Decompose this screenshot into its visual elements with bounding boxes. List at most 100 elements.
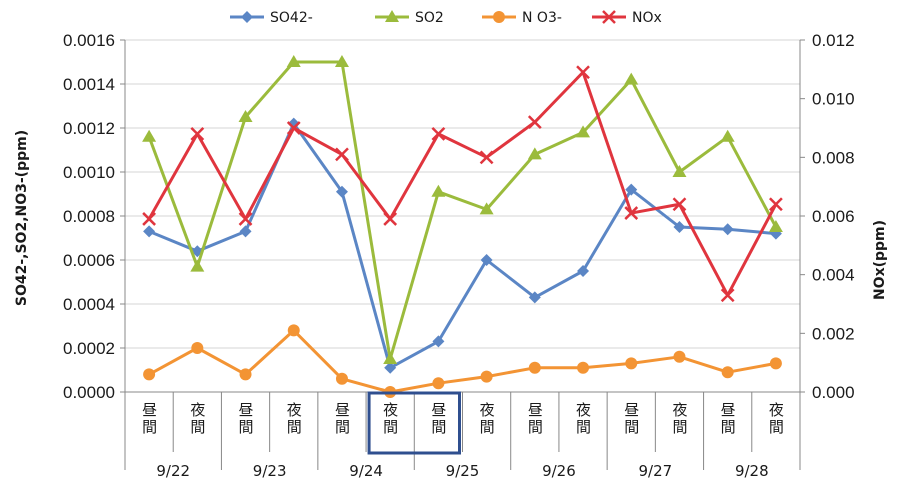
data-point: [191, 245, 204, 258]
left-tick-label: 0.0010: [63, 163, 115, 182]
x-axis-categories: 昼間 夜間 昼間 夜間 昼間 夜間 昼間 夜間 昼間 夜間 昼間 夜間 昼間 夜間: [140, 402, 785, 436]
data-point: [287, 117, 300, 130]
category-label: 夜間: [381, 402, 399, 436]
series-line: [147, 60, 778, 361]
data-point: [528, 291, 541, 304]
data-point: [190, 259, 205, 272]
series-line: [148, 328, 777, 394]
data-point: [384, 361, 397, 374]
data-point: [190, 126, 205, 141]
data-point-stroke: [479, 150, 494, 165]
category-label: 昼間: [140, 402, 158, 436]
data-point: [238, 212, 253, 226]
data-point: [432, 335, 445, 348]
data-point: [577, 361, 590, 374]
right-tick-label: 0.012: [812, 31, 855, 50]
data-point: [479, 150, 494, 165]
data-point: [334, 55, 349, 67]
category-label: 夜間: [670, 402, 688, 436]
category-label: 夜間: [188, 402, 206, 436]
data-point: [528, 361, 541, 374]
data-point: [335, 185, 348, 198]
data-point: [673, 350, 686, 363]
data-point: [385, 10, 399, 22]
data-point: [335, 372, 348, 385]
left-tick-label: 0.0006: [63, 251, 115, 270]
data-point: [769, 357, 782, 370]
day-label: 9/28: [735, 462, 769, 480]
x-axis-days: 9/22 9/23 9/24 9/25 9/26 9/27 9/28: [156, 462, 768, 480]
left-tick-label: 0.0012: [63, 119, 115, 138]
data-point: [527, 147, 542, 160]
data-point: [286, 121, 301, 135]
series-no3-: [143, 324, 782, 398]
data-point: [287, 324, 300, 337]
day-label: 9/26: [542, 462, 576, 480]
data-point: [625, 357, 638, 370]
data-point: [479, 202, 494, 215]
day-label: 9/23: [253, 462, 287, 480]
right-axis-ticks: 0.000 0.002 0.004 0.006 0.008 0.010 0.012: [812, 31, 855, 402]
data-point: [672, 165, 687, 177]
data-point: [624, 206, 639, 220]
data-point: [624, 72, 639, 85]
gridlines: [125, 39, 800, 349]
data-point: [673, 221, 686, 233]
data-point: [143, 368, 156, 381]
data-point-stroke: [576, 65, 590, 80]
series-so42-: [143, 117, 782, 374]
day-label: 9/25: [446, 462, 480, 480]
data-point-stroke: [527, 115, 542, 130]
data-point: [672, 197, 687, 212]
data-point: [720, 129, 735, 142]
data-point: [720, 288, 735, 303]
data-point: [286, 55, 301, 67]
data-point-stroke: [769, 197, 783, 212]
legend-label: SO2: [415, 10, 444, 26]
data-point: [576, 65, 590, 80]
day-label: 9/24: [349, 462, 383, 480]
data-point: [238, 110, 253, 122]
data-point: [769, 197, 783, 212]
data-point: [142, 212, 156, 226]
category-label: 昼間: [237, 402, 255, 436]
day-label: 9/22: [156, 462, 190, 480]
data-point: [480, 370, 493, 383]
data-point-stroke: [190, 126, 205, 141]
left-tick-label: 0.0004: [63, 295, 115, 314]
data-point-stroke: [142, 212, 156, 226]
left-axis-title: SO42-,SO2,NO3-(ppm): [14, 130, 30, 306]
data-point: [721, 223, 734, 236]
data-point-stroke: [335, 147, 349, 162]
data-point: [480, 254, 493, 266]
data-point-stroke: [383, 212, 398, 226]
data-point: [239, 225, 252, 238]
category-label: 夜間: [285, 402, 303, 436]
day-label: 9/27: [639, 462, 673, 480]
left-axis-ticks: 0.0000 0.0002 0.0004 0.0006 0.0008 0.0010 0.00…: [63, 31, 115, 402]
data-point: [431, 184, 446, 197]
category-label: 昼間: [429, 402, 447, 436]
right-tick-label: 0.000: [812, 383, 855, 402]
data-point: [191, 342, 204, 354]
data-point-stroke: [238, 212, 253, 226]
legend-item: N O3-: [482, 10, 562, 26]
left-tick-label: 0.0000: [63, 383, 115, 402]
data-point: [625, 183, 638, 196]
left-tick-label: 0.0014: [63, 75, 115, 94]
data-point: [431, 126, 446, 141]
data-point-stroke: [720, 288, 735, 303]
category-label: 昼間: [333, 402, 351, 436]
legend-label: N O3-: [522, 10, 562, 26]
data-point: [383, 212, 398, 226]
right-tick-label: 0.002: [812, 324, 855, 343]
series-line: [147, 70, 778, 297]
right-tick-label: 0.010: [812, 90, 855, 109]
data-point-stroke: [431, 126, 446, 141]
left-tick-label: 0.0016: [63, 31, 115, 50]
right-tick-label: 0.008: [812, 148, 855, 167]
category-label: 昼間: [622, 402, 640, 436]
data-point: [335, 147, 349, 162]
data-point-stroke: [624, 206, 639, 220]
